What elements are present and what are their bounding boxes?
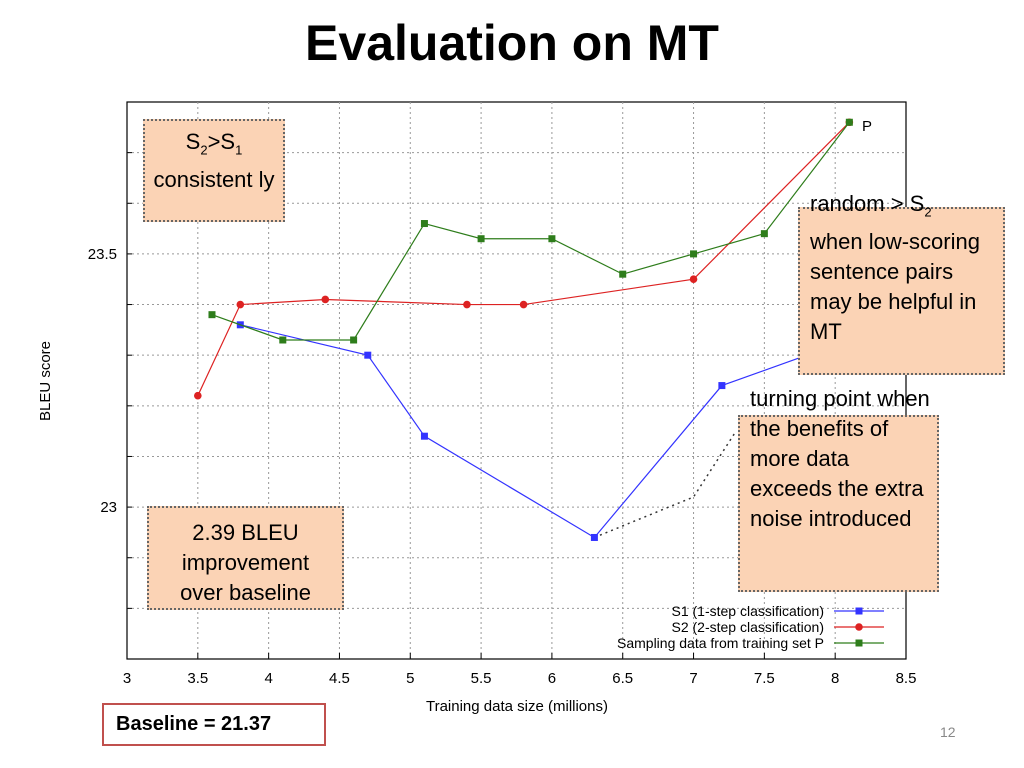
- data-point: [420, 220, 428, 228]
- s2-s1-consistently: consistent ly: [153, 167, 275, 193]
- x-tick-label: 7.5: [754, 670, 775, 687]
- data-point: [364, 351, 372, 359]
- y-axis-label: BLEU score: [37, 341, 54, 421]
- x-tick-label: 8.5: [896, 670, 917, 687]
- turning-point-note: turning point when the benefits of more …: [738, 386, 939, 592]
- x-tick-label: 7: [689, 670, 697, 687]
- x-tick-label: 3: [123, 670, 131, 687]
- data-point: [590, 533, 598, 541]
- legend-label: S1 (1-step classification): [671, 603, 824, 619]
- baseline-box: Baseline = 21.37: [102, 703, 326, 746]
- series-line: [240, 324, 850, 539]
- data-point: [463, 300, 471, 309]
- legend-swatch-marker: [855, 639, 863, 647]
- page-number: 12: [940, 724, 956, 740]
- data-point: [279, 336, 287, 344]
- y-tick-label: 23.5: [88, 246, 117, 263]
- slide-title: Evaluation on MT: [305, 15, 719, 71]
- x-tick-label: 3.5: [187, 670, 208, 687]
- random-vs-s2-note: random > S2 when low-scoring sentence pa…: [798, 191, 1005, 375]
- x-tick-label: 8: [831, 670, 839, 687]
- series-line: [211, 121, 850, 341]
- x-tick-label: 4.5: [329, 670, 350, 687]
- data-point: [236, 300, 245, 309]
- point-p-label: P: [862, 118, 872, 135]
- data-point: [548, 235, 556, 243]
- x-tick-label: 5: [406, 670, 414, 687]
- data-point: [689, 275, 698, 284]
- data-point: [845, 118, 853, 126]
- series-lines: [194, 118, 854, 541]
- data-point: [718, 382, 726, 390]
- x-axis-label: Training data size (millions): [426, 698, 608, 715]
- data-point: [194, 391, 202, 400]
- x-tick-label: 4: [264, 670, 272, 687]
- data-point: [519, 300, 528, 309]
- legend: S1 (1-step classification)S2 (2-step cla…: [617, 603, 884, 651]
- legend-label: S2 (2-step classification): [671, 619, 824, 635]
- y-tick-label: 23: [100, 499, 117, 516]
- data-point: [690, 250, 698, 258]
- legend-swatch-marker: [855, 623, 863, 631]
- data-point: [208, 311, 216, 319]
- data-point: [321, 295, 330, 304]
- improvement-note: 2.39 BLEU improvement over baseline: [147, 506, 344, 610]
- x-tick-label: 6: [548, 670, 556, 687]
- legend-label: Sampling data from training set P: [617, 635, 824, 651]
- s2-beats-s1-note: S2>S1 consistent ly: [143, 119, 285, 222]
- data-point: [420, 432, 428, 440]
- axis-ticks: 3 3.5 4 4.5 5 5.5 6 6.5 7 7.5 8 8.5 23 23.5: [88, 152, 917, 687]
- legend-swatch-marker: [855, 607, 863, 615]
- data-point: [760, 230, 768, 238]
- s2-s1-formula: S2>S1: [185, 129, 243, 158]
- data-point: [350, 336, 358, 344]
- x-tick-label: 6.5: [612, 670, 633, 687]
- x-tick-label: 5.5: [471, 670, 492, 687]
- data-point: [477, 235, 485, 243]
- data-point: [619, 270, 627, 278]
